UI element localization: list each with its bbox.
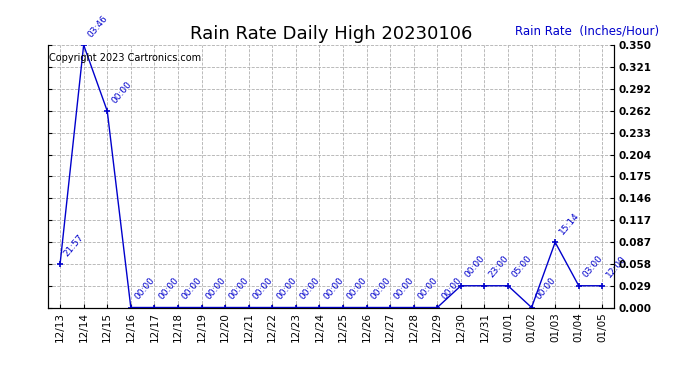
- Text: 03:00: 03:00: [581, 254, 604, 280]
- Text: 00:00: 00:00: [322, 276, 345, 302]
- Text: 00:00: 00:00: [228, 276, 251, 302]
- Text: 03:46: 03:46: [86, 13, 110, 39]
- Text: 12:00: 12:00: [604, 254, 628, 280]
- Title: Rain Rate Daily High 20230106: Rain Rate Daily High 20230106: [190, 26, 473, 44]
- Text: 00:00: 00:00: [369, 276, 393, 302]
- Text: Copyright 2023 Cartronics.com: Copyright 2023 Cartronics.com: [50, 53, 201, 63]
- Text: 00:00: 00:00: [275, 276, 298, 302]
- Text: 00:00: 00:00: [298, 276, 322, 302]
- Text: 23:00: 23:00: [486, 254, 510, 280]
- Text: 00:00: 00:00: [416, 276, 440, 302]
- Text: 00:00: 00:00: [180, 276, 204, 302]
- Text: 21:57: 21:57: [63, 232, 86, 258]
- Text: 00:00: 00:00: [463, 254, 486, 280]
- Text: 00:00: 00:00: [157, 276, 180, 302]
- Text: 00:00: 00:00: [345, 276, 369, 302]
- Text: 00:00: 00:00: [393, 276, 416, 302]
- Text: 05:00: 05:00: [511, 254, 534, 280]
- Text: 00:00: 00:00: [534, 276, 558, 302]
- Text: 00:00: 00:00: [440, 276, 463, 302]
- Text: 00:00: 00:00: [251, 276, 275, 302]
- Text: 15:14: 15:14: [558, 211, 581, 236]
- Text: Rain Rate  (Inches/Hour): Rain Rate (Inches/Hour): [515, 24, 659, 38]
- Text: 00:00: 00:00: [133, 276, 157, 302]
- Text: 00:00: 00:00: [204, 276, 228, 302]
- Text: 00:00: 00:00: [110, 80, 133, 105]
